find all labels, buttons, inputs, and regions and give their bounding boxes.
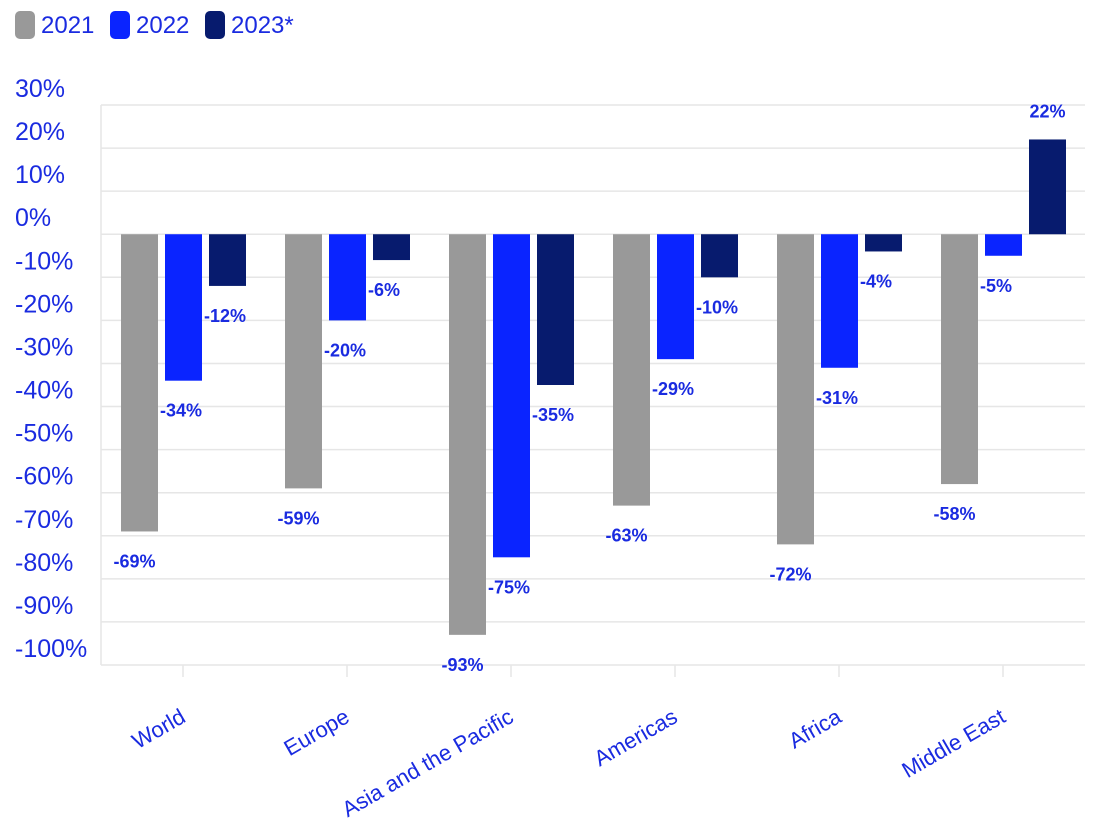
legend-swatch-2022	[110, 11, 130, 39]
data-label: 22%	[1029, 101, 1065, 121]
legend-swatch-2023	[205, 11, 225, 39]
bar-asia-and-the-pacific-2022	[493, 234, 530, 558]
y-tick-label: 30%	[15, 75, 65, 103]
y-tick-label: 10%	[15, 161, 65, 189]
bar-world-2023	[209, 234, 246, 286]
legend-label: 2022	[136, 12, 189, 39]
y-tick-label: -10%	[15, 247, 73, 275]
x-tick-label: World	[128, 704, 190, 754]
data-label: -59%	[277, 508, 319, 528]
bar-africa-2023	[865, 234, 902, 252]
data-label: -72%	[769, 564, 811, 584]
y-tick-label: -30%	[15, 333, 73, 361]
y-tick-label: -50%	[15, 420, 73, 448]
y-tick-label: -70%	[15, 506, 73, 534]
bar-africa-2021	[777, 234, 814, 545]
bar-americas-2023	[701, 234, 738, 278]
bars	[121, 139, 1066, 635]
bar-world-2022	[165, 234, 202, 381]
bar-europe-2021	[285, 234, 322, 489]
y-axis: 30% 20% 10% 0% -10% -20% -30% -40% -50% -60% -70% -…	[15, 75, 87, 663]
data-label: -10%	[696, 297, 738, 317]
x-tick-label: Asia and the Pacific	[338, 704, 518, 822]
y-tick-label: -100%	[15, 635, 87, 663]
data-label: -29%	[652, 379, 694, 399]
bar-asia-and-the-pacific-2023	[537, 234, 574, 385]
x-tick-label: Africa	[784, 703, 846, 753]
y-tick-label: 20%	[15, 118, 65, 146]
grid-lines	[100, 104, 1085, 666]
bar-asia-and-the-pacific-2021	[449, 234, 486, 635]
bar-americas-2021	[613, 234, 650, 506]
y-tick-label: -20%	[15, 290, 73, 318]
data-label: -58%	[933, 504, 975, 524]
legend-label: 2023*	[231, 12, 294, 39]
legend: 2021 2022 2023*	[15, 11, 294, 39]
bar-middle-east-2022	[985, 234, 1022, 256]
data-labels: -69% -34% -12% -59% -20% -6% -93% -75% -35% -63% -…	[113, 101, 1065, 674]
bar-middle-east-2021	[941, 234, 978, 485]
bar-americas-2022	[657, 234, 694, 360]
data-label: -5%	[980, 276, 1012, 296]
bar-europe-2023	[373, 234, 410, 261]
y-tick-label: -90%	[15, 592, 73, 620]
legend-label: 2021	[41, 12, 94, 39]
data-label: -20%	[324, 340, 366, 360]
data-label: -63%	[605, 526, 647, 546]
data-label: -4%	[860, 271, 892, 291]
y-tick-label: 0%	[15, 204, 51, 232]
x-tick-label: Americas	[590, 704, 682, 771]
x-tick-label: Europe	[280, 704, 354, 761]
y-tick-label: -80%	[15, 549, 73, 577]
data-label: -6%	[368, 280, 400, 300]
data-label: -12%	[204, 306, 246, 326]
bar-africa-2022	[821, 234, 858, 368]
data-label: -93%	[441, 655, 483, 675]
data-label: -35%	[532, 405, 574, 425]
data-label: -69%	[113, 551, 155, 571]
bar-europe-2022	[329, 234, 366, 321]
bar-middle-east-2023	[1029, 139, 1066, 235]
x-tick-label: Middle East	[897, 704, 1009, 783]
bar-world-2021	[121, 234, 158, 532]
data-label: -75%	[488, 577, 530, 597]
legend-swatch-2021	[15, 11, 35, 39]
data-label: -34%	[160, 401, 202, 421]
y-tick-label: -60%	[15, 463, 73, 491]
data-label: -31%	[816, 388, 858, 408]
y-tick-label: -40%	[15, 377, 73, 405]
